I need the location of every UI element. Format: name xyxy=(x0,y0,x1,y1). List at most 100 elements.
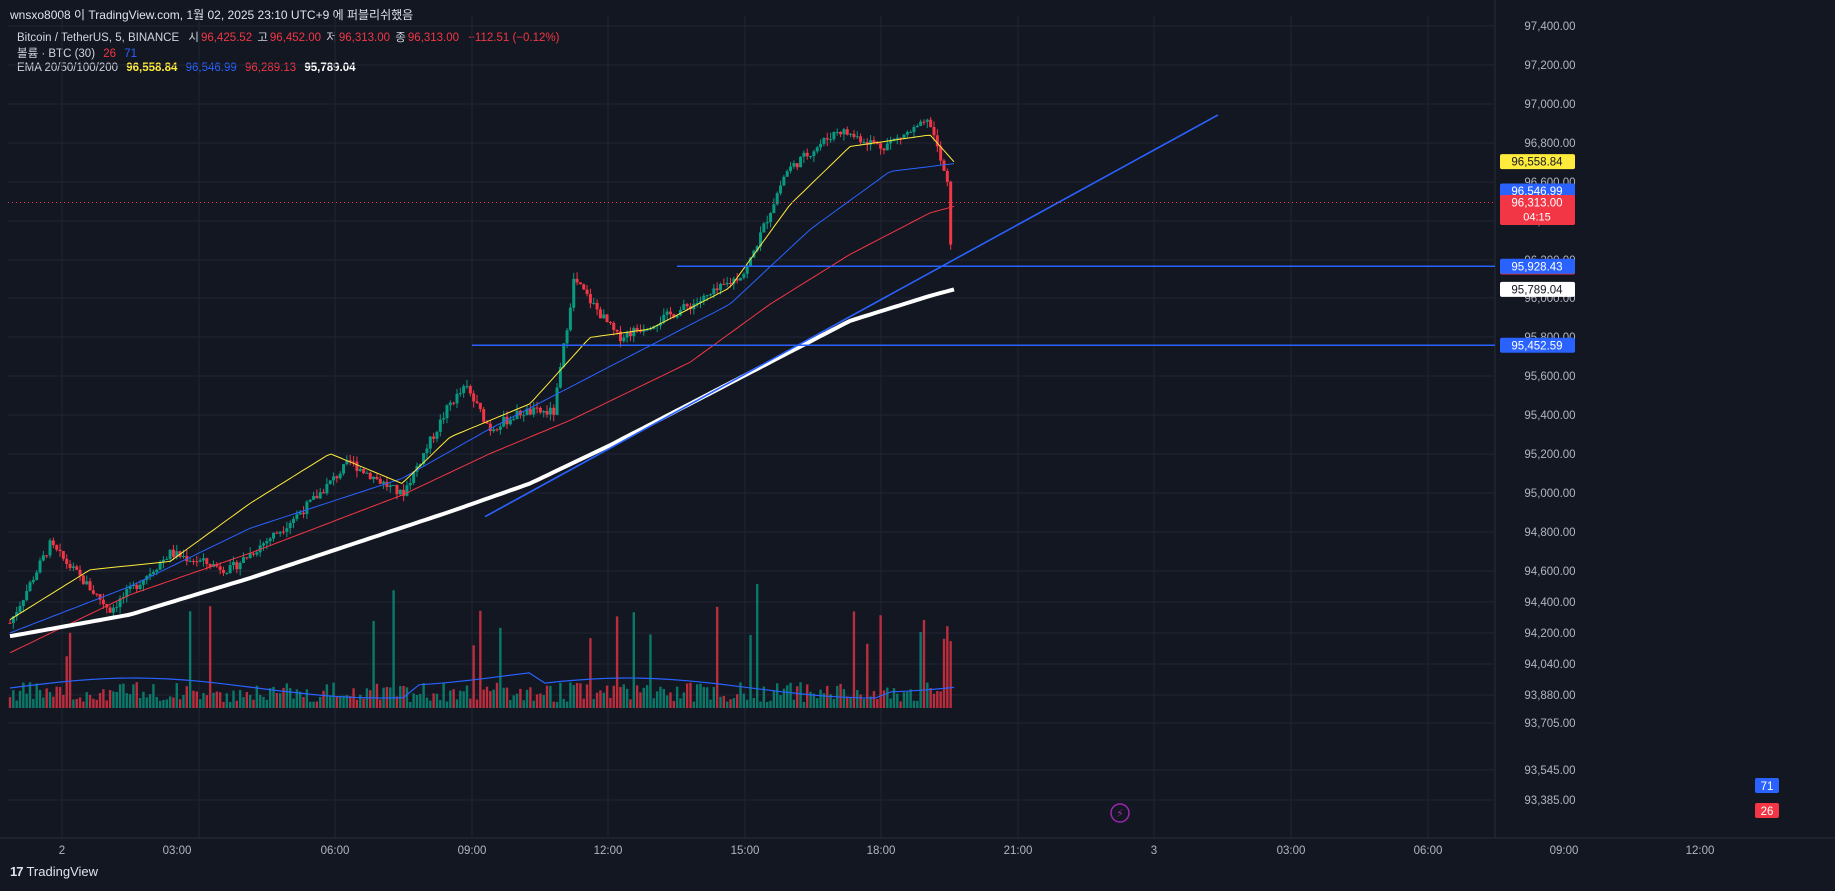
candle-body xyxy=(925,119,929,122)
candle-body xyxy=(715,288,719,291)
candle-body xyxy=(799,156,803,168)
volume-bar xyxy=(535,694,539,708)
candle-body xyxy=(8,622,12,624)
volume-bar xyxy=(922,619,926,708)
candle-body xyxy=(362,469,366,474)
volume-bar xyxy=(652,698,655,708)
volume-bar xyxy=(482,689,485,708)
volume-bar xyxy=(265,699,269,708)
candle-body xyxy=(665,311,669,315)
candle-body xyxy=(625,332,629,338)
candle-body xyxy=(512,419,516,421)
candle-body xyxy=(55,545,59,550)
volume-bar xyxy=(879,615,882,708)
price-axis-tick: 94,600.00 xyxy=(1524,566,1575,578)
volume-bar xyxy=(659,686,662,708)
trendline xyxy=(484,114,1219,518)
volume-bar xyxy=(332,682,335,708)
volume-bar xyxy=(405,687,409,708)
volume-bar xyxy=(98,692,102,708)
volume-bar xyxy=(859,694,862,708)
candle-body xyxy=(171,549,175,557)
close-label: 종 xyxy=(395,32,406,44)
candle-body xyxy=(775,193,779,205)
volume-bar xyxy=(662,689,665,708)
volume-bar xyxy=(509,699,512,708)
volume-bar xyxy=(82,701,85,708)
candle-body xyxy=(365,472,369,474)
candle-body xyxy=(58,549,62,552)
volume-bar xyxy=(589,638,592,708)
candle-body xyxy=(188,560,192,562)
candle-body xyxy=(638,330,642,332)
volume-bar xyxy=(492,689,495,708)
tradingview-logo[interactable]: 17 TradingView xyxy=(10,864,98,879)
candle-body xyxy=(889,140,893,144)
candle-body xyxy=(912,127,916,132)
volume-bar xyxy=(225,693,229,708)
vol-last-tag-bg xyxy=(1755,803,1779,818)
candle-body xyxy=(742,273,746,278)
candle-body xyxy=(572,278,576,308)
volume-bar xyxy=(35,683,38,708)
volume-bar xyxy=(485,686,489,708)
volume-bar xyxy=(8,697,12,708)
volume-bar xyxy=(242,697,245,708)
volume-bar xyxy=(599,690,602,708)
volume-bar xyxy=(162,699,165,708)
candle-body xyxy=(322,492,326,494)
volume-bar xyxy=(32,698,35,708)
candle-body xyxy=(408,482,412,486)
volume-bar xyxy=(85,692,88,708)
candle-body xyxy=(201,558,205,561)
candle-body xyxy=(348,460,352,462)
volume-bar xyxy=(399,686,402,708)
volume-bar xyxy=(722,695,726,708)
ema50-line xyxy=(9,163,955,634)
candle-body xyxy=(842,129,846,135)
volume-legend[interactable]: 볼륨 · BTC (30) 26 71 xyxy=(17,45,139,61)
candle-body xyxy=(719,283,723,291)
candle-body xyxy=(705,295,709,297)
symbol-legend[interactable]: Bitcoin / TetherUS, 5, BINANCE 시 96,425.5… xyxy=(17,29,561,45)
volume-bar xyxy=(128,694,132,708)
volume-bar xyxy=(532,700,535,708)
volume-bar xyxy=(258,694,262,708)
volume-bar xyxy=(809,691,812,708)
volume-bar xyxy=(525,689,529,708)
volume-bar xyxy=(335,696,339,708)
volume-bar xyxy=(275,692,279,708)
volume-bar xyxy=(649,634,652,708)
volume-bar xyxy=(529,687,532,708)
volume-bar xyxy=(799,682,802,708)
volume-bar xyxy=(102,689,105,708)
candle-body xyxy=(612,323,616,331)
volume-bar xyxy=(475,699,479,708)
volume-bar xyxy=(142,691,145,708)
volume-bar xyxy=(469,698,472,708)
candle-body xyxy=(785,171,789,177)
candle-body xyxy=(769,213,773,223)
volume-bar xyxy=(792,699,796,708)
candle-body xyxy=(935,135,939,147)
volume-bar xyxy=(489,691,492,708)
volume-bar xyxy=(272,686,275,708)
last-price-tag-countdown: 04:15 xyxy=(1523,211,1551,223)
volume-bar xyxy=(569,682,572,708)
volume-bar xyxy=(715,606,719,708)
candle-body xyxy=(919,121,923,126)
candle-body xyxy=(88,581,92,591)
candle-body xyxy=(468,386,472,394)
candle-body xyxy=(845,129,849,135)
volume-bar xyxy=(18,690,22,708)
publish-caption: wnsxo8008 이 TradingView.com, 1월 02, 2025… xyxy=(10,8,414,22)
volume-bar xyxy=(886,687,889,708)
low-label: 저 xyxy=(326,32,337,44)
volume-bar xyxy=(309,701,312,708)
volume-bar xyxy=(472,645,475,708)
volume-bar xyxy=(218,692,222,708)
candle-body xyxy=(732,278,736,284)
time-axis-tick: 09:00 xyxy=(458,845,487,857)
